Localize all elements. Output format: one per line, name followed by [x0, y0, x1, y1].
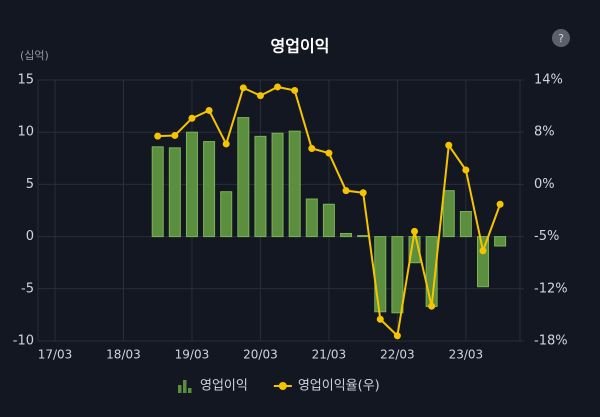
- y-tick-label: 15: [17, 73, 34, 88]
- line-point: [154, 132, 162, 140]
- legend-label: 영업이익율(우): [298, 379, 380, 394]
- bar: [494, 236, 507, 247]
- y-tick-label: 0: [26, 229, 34, 244]
- line-point: [171, 131, 179, 139]
- bar: [442, 190, 455, 238]
- bar: [340, 232, 353, 238]
- line-point: [411, 227, 419, 235]
- bar: [168, 147, 181, 238]
- line-point: [325, 149, 333, 157]
- x-tick-label: 21/03: [312, 348, 347, 362]
- line-point: [308, 145, 316, 153]
- bar: [271, 132, 284, 238]
- y-tick-label: 10: [17, 125, 34, 140]
- x-tick-label: 23/03: [449, 348, 484, 362]
- bar: [220, 191, 233, 238]
- x-tick-label: 22/03: [380, 348, 415, 362]
- bar: [374, 236, 387, 313]
- y-tick-label: 5: [26, 177, 34, 192]
- bar: [477, 236, 489, 288]
- y-tick-label: -5: [21, 281, 34, 296]
- y-axis-unit: (십억): [20, 49, 49, 62]
- line-point: [376, 315, 384, 323]
- bar: [185, 131, 198, 238]
- x-tick-label: 18/03: [106, 348, 141, 362]
- legend-label: 영업이익: [200, 379, 248, 394]
- y2-tick-label: -5%: [534, 229, 559, 244]
- line-point: [428, 302, 436, 310]
- line-point: [205, 106, 213, 114]
- y2-tick-label: 8%: [534, 125, 555, 140]
- y2-tick-label: 0%: [534, 177, 555, 192]
- x-tick-label: 17/03: [38, 348, 73, 362]
- x-tick-label: 20/03: [243, 348, 278, 362]
- line-point: [188, 114, 196, 122]
- bar: [254, 135, 267, 238]
- legend-swatch: [278, 382, 287, 390]
- bar: [305, 198, 318, 238]
- line-point: [256, 92, 264, 100]
- line-point: [479, 247, 487, 255]
- x-tick-label: 19/03: [175, 348, 210, 362]
- y-tick-label: -10: [13, 334, 34, 349]
- line-point: [359, 189, 367, 197]
- y2-tick-label: 14%: [534, 73, 563, 88]
- line-point: [239, 84, 247, 92]
- legend-swatch: [183, 380, 187, 393]
- help-icon[interactable]: ?: [552, 29, 570, 47]
- y2-tick-label: -12%: [534, 281, 568, 296]
- bar: [322, 203, 335, 238]
- line-point: [462, 166, 470, 174]
- bar: [151, 146, 164, 238]
- line-point: [222, 140, 230, 148]
- bar: [459, 211, 472, 238]
- bar: [357, 235, 370, 238]
- legend-swatch: [178, 385, 182, 393]
- y2-tick-label: -18%: [534, 334, 568, 349]
- bar: [391, 236, 404, 314]
- line-point: [445, 141, 453, 149]
- line-point: [291, 86, 299, 94]
- line-point: [342, 187, 350, 195]
- line-point: [393, 332, 401, 340]
- bar: [237, 117, 250, 238]
- legend: 영업이익 영업이익율(우): [178, 379, 380, 394]
- line-point: [496, 200, 504, 208]
- bar: [288, 130, 301, 238]
- chart-title: 영업이익: [271, 37, 330, 56]
- bar: [203, 141, 216, 238]
- svg-text:?: ?: [558, 32, 564, 45]
- legend-swatch: [188, 388, 192, 393]
- line-point: [274, 83, 282, 91]
